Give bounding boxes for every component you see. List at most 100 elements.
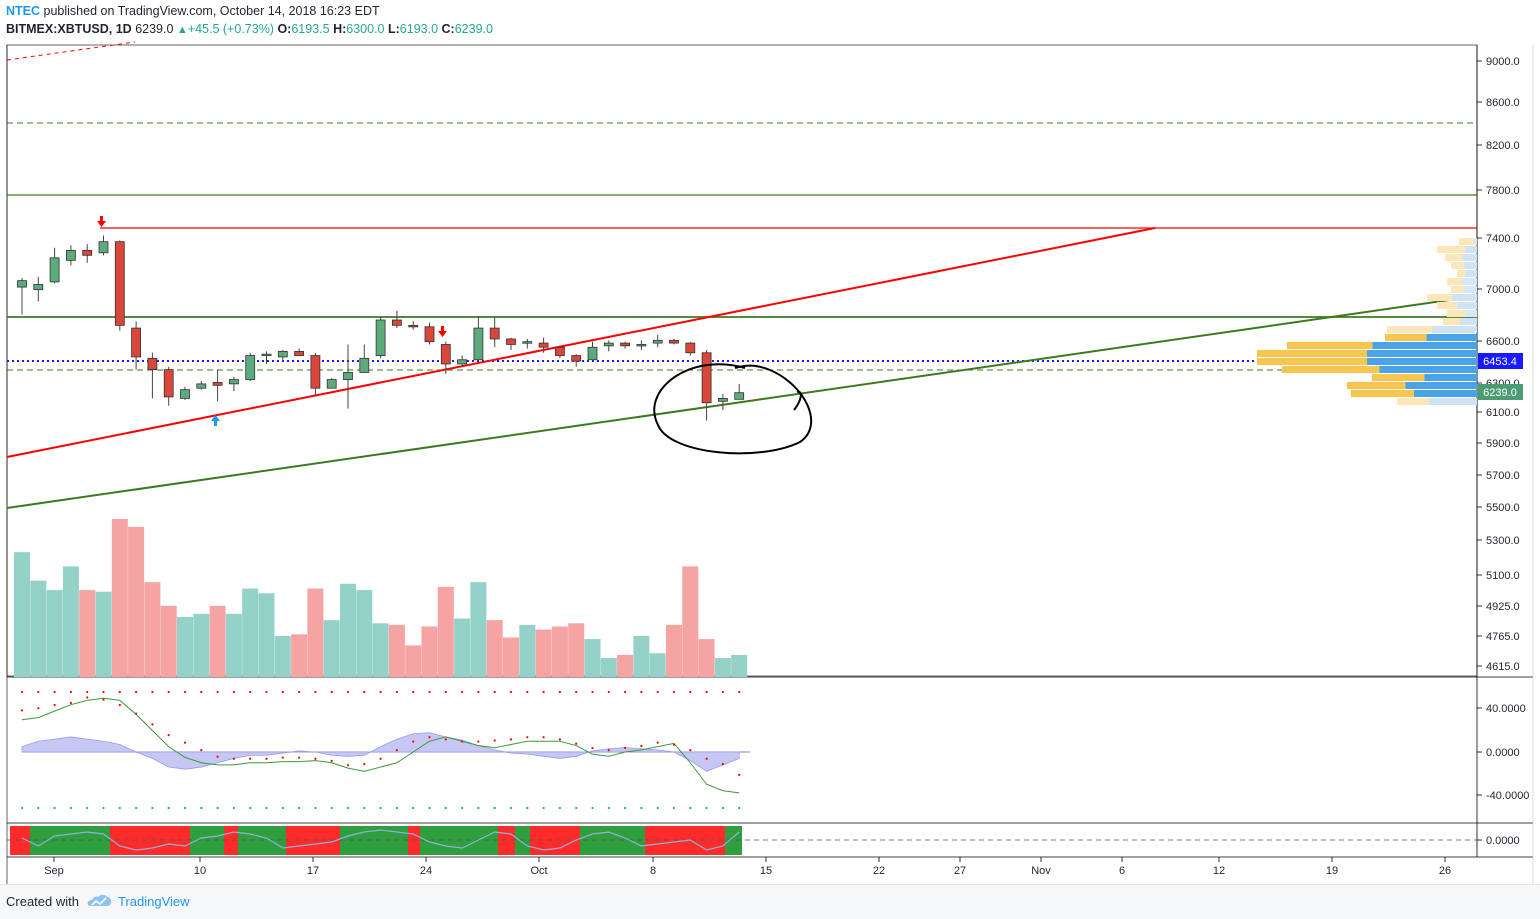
volume-bar [519, 624, 536, 677]
signal-dot [346, 764, 350, 767]
band-dot [53, 806, 56, 810]
sub-oscillator-region [530, 826, 580, 855]
red-trendline[interactable] [6, 227, 1156, 458]
band-dot [526, 806, 529, 810]
band-dot [461, 690, 464, 694]
band-dot [428, 806, 431, 810]
close-value: 6239.0 [454, 22, 493, 36]
volume-profile-row [1424, 374, 1477, 381]
annotation-tick [793, 390, 802, 411]
signal-dot [363, 763, 366, 766]
band-dot [298, 690, 301, 694]
candle-body [669, 339, 679, 344]
published-text: published on TradingView.com, October 14… [43, 4, 380, 18]
band-dot [167, 806, 170, 810]
candlestick-series [17, 235, 745, 421]
candle-body [734, 392, 745, 400]
time-axis-label: 12 [1213, 865, 1225, 877]
candle [180, 386, 190, 400]
author-name[interactable]: NTEC [6, 4, 41, 18]
oscillator-axis-label: -40.0000 [1486, 790, 1529, 802]
green-trendline[interactable] [6, 295, 1478, 509]
candle-body [701, 352, 712, 404]
band-dot [640, 690, 643, 694]
volume-bar [535, 629, 552, 677]
time-axis[interactable]: Sep 10 17 24 Oct 8 15 22 27 Nov 6 12 19 26 [44, 857, 1451, 877]
volume-series [14, 519, 748, 677]
band-dot [265, 690, 268, 694]
band-dot [624, 690, 627, 694]
signal-dot [379, 757, 382, 760]
volume-profile-row [1464, 286, 1477, 293]
up-arrow-icon: ▲ [176, 24, 188, 36]
candle-body [261, 353, 272, 357]
volume-bar [209, 605, 226, 677]
volume-bar [698, 639, 715, 677]
created-with-label: Created with [6, 894, 79, 909]
buy-arrow-icon [211, 415, 220, 426]
signal-dot [232, 757, 235, 760]
sub-oscillator-pane[interactable] [7, 826, 1477, 855]
candle [375, 317, 386, 359]
volume-profile-row [1257, 350, 1367, 357]
candle [440, 341, 451, 374]
price-axis-label: 6600.0 [1486, 336, 1520, 348]
price-axis-label: 8200.0 [1486, 140, 1520, 152]
band-dot [575, 690, 578, 694]
band-dot [379, 806, 382, 810]
time-axis-label: Nov [1031, 865, 1051, 877]
band-dot [591, 690, 594, 694]
candle [343, 344, 353, 409]
band-dot [721, 806, 725, 810]
band-dot [721, 690, 725, 694]
signal-dot [151, 723, 154, 726]
candle-body [620, 342, 630, 347]
volume-profile-row [1465, 270, 1477, 277]
tradingview-logo-icon[interactable] [87, 893, 113, 909]
volume-profile-row [1443, 318, 1460, 325]
band-dot [624, 806, 627, 810]
band-dot [53, 690, 56, 694]
sub-oscillator-region [110, 826, 190, 855]
volume-bar [291, 634, 308, 677]
sub-oscillator-region [286, 826, 340, 855]
oscillator-line [21, 697, 740, 794]
volume-bar [633, 635, 650, 677]
candle [326, 378, 337, 389]
band-dot [216, 690, 219, 694]
band-dot [689, 690, 692, 694]
volume-bar [242, 588, 259, 677]
price-axis-label: 5100.0 [1486, 570, 1520, 582]
candle-body [277, 350, 288, 358]
candle [457, 355, 468, 366]
price-axis[interactable]: 9000.0 8600.0 8200.0 7800.0 7400.0 7000.0 6600… [1477, 56, 1520, 673]
band-dot [509, 806, 513, 810]
trend-dashed-line[interactable] [6, 41, 136, 61]
oscillator-pane[interactable] [20, 690, 750, 810]
band-dot [542, 806, 545, 810]
band-dot [428, 690, 431, 694]
candle-body [98, 241, 109, 254]
volume-bar [79, 590, 96, 677]
band-dot [395, 690, 398, 694]
oscillator-histogram [21, 732, 740, 772]
signal-dot [542, 736, 545, 739]
candle [620, 341, 630, 349]
signal-dot [656, 741, 659, 744]
volume-bar [649, 653, 666, 677]
signal-dot [477, 740, 480, 743]
candle-body [147, 357, 158, 371]
tradingview-brand[interactable]: TradingView [118, 894, 190, 909]
signal-dot [412, 740, 415, 743]
time-axis-label: 15 [760, 865, 772, 877]
volume-bar [193, 613, 210, 677]
band-dot [314, 690, 317, 694]
candle [489, 317, 500, 348]
circle-annotation[interactable] [653, 363, 813, 455]
volume-bar [160, 605, 177, 677]
chart-area[interactable]: 9000.0 8600.0 8200.0 7800.0 7400.0 7000.0 6600… [0, 0, 1540, 884]
candle-body [522, 341, 533, 344]
volume-profile-row [1432, 326, 1477, 333]
band-dot [151, 690, 154, 694]
sub-oscillator-region [515, 826, 530, 855]
